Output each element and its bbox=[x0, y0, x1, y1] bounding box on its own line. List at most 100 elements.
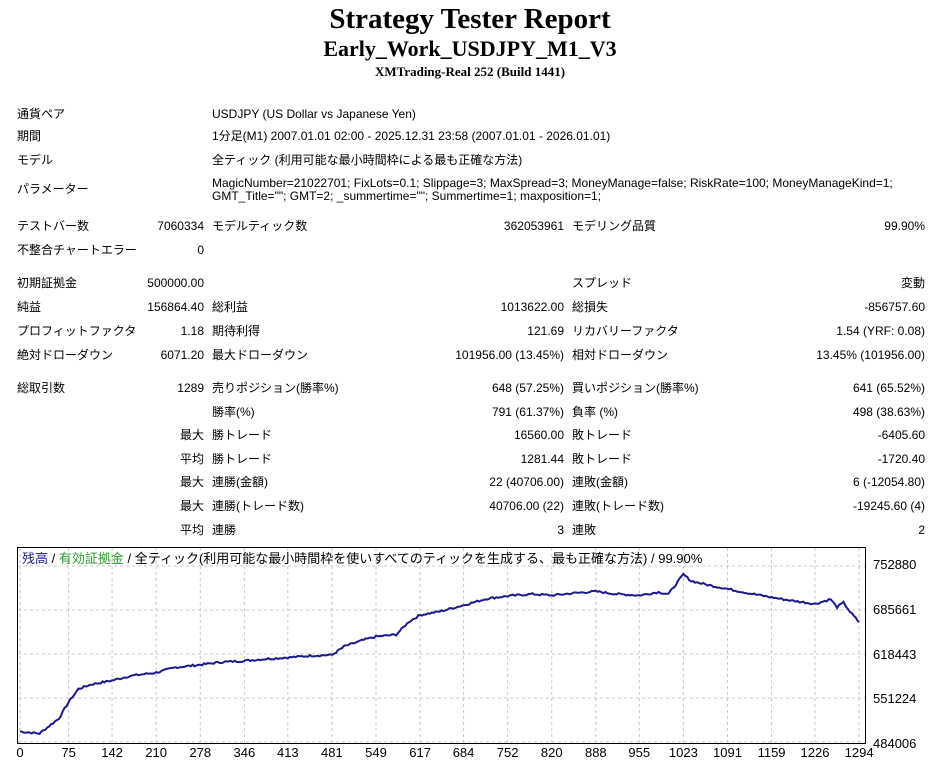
avg-win-label: 勝トレード bbox=[212, 452, 273, 466]
balance-chart bbox=[17, 547, 866, 744]
params-value: MagicNumber=21022701; FixLots=0.1; Slipp… bbox=[212, 176, 893, 203]
chart-legend: 残高 / 有効証拠金 / 全ティック(利用可能な最小時間枠を使いすべてのティック… bbox=[22, 550, 702, 568]
x-tick-label: 75 bbox=[61, 745, 76, 760]
abs-dd-label: 絶対ドローダウン bbox=[17, 348, 114, 362]
long-label: 買いポジション(勝率%) bbox=[572, 381, 699, 395]
largest-win-value: 16560.00 bbox=[513, 428, 564, 442]
x-tick-label: 346 bbox=[233, 745, 256, 760]
consec-loss-amt-value: 6 (-12054.80) bbox=[852, 475, 925, 489]
max-prefix: 最大 bbox=[179, 428, 204, 442]
y-tick-label: 484006 bbox=[873, 736, 917, 751]
net-label: 純益 bbox=[17, 300, 42, 314]
consec-loss-trd-label: 連敗(トレード数) bbox=[572, 499, 664, 513]
legend-model-text: 全ティック(利用可能な最小時間枠を使いすべてのティックを生成する、最も正確な方法… bbox=[134, 551, 703, 566]
consec-loss-amt-label: 連敗(金額) bbox=[572, 475, 628, 489]
largest-loss-value: -6405.60 bbox=[877, 428, 925, 442]
model-label: モデル bbox=[17, 153, 54, 167]
winrate-label: 勝率(%) bbox=[212, 405, 255, 419]
balance-line bbox=[19, 572, 860, 736]
y-tick-label: 618443 bbox=[873, 647, 917, 662]
x-tick-label: 1226 bbox=[800, 745, 830, 760]
x-tick-label: 820 bbox=[540, 745, 563, 760]
abs-dd-value: 6071.20 bbox=[160, 348, 204, 362]
x-tick-label: 617 bbox=[409, 745, 431, 760]
x-tick-label: 413 bbox=[276, 745, 299, 760]
max-prefix-2: 最大 bbox=[179, 475, 204, 489]
report-title: Strategy Tester Report bbox=[329, 3, 611, 35]
max-dd-label: 最大ドローダウン bbox=[212, 348, 309, 362]
x-tick-label: 1091 bbox=[713, 745, 742, 760]
payoff-label: 期待利得 bbox=[212, 324, 261, 338]
x-tick-label: 1159 bbox=[757, 745, 786, 760]
deposit-label: 初期証拠金 bbox=[17, 276, 78, 290]
legend-sep-2: / bbox=[123, 551, 135, 566]
model-value: 全ティック (利用可能な最小時間枠による最も正確な方法) bbox=[212, 153, 523, 167]
bars-value: 7060334 bbox=[157, 219, 204, 233]
avg-consec-wins-label: 連勝 bbox=[212, 523, 237, 537]
params-label: パラメーター bbox=[17, 182, 89, 196]
x-tick-label: 1023 bbox=[668, 745, 698, 760]
y-tick-label: 685661 bbox=[873, 602, 917, 617]
pf-label: プロフィットファクタ bbox=[17, 324, 137, 338]
max-prefix-3: 最大 bbox=[179, 499, 204, 513]
ticks-label: モデルティック数 bbox=[212, 219, 308, 233]
x-tick-label: 888 bbox=[584, 745, 607, 760]
avg-consec-loss-label: 連敗 bbox=[572, 523, 597, 537]
x-tick-label: 1294 bbox=[844, 745, 874, 760]
quality-value: 99.90% bbox=[884, 219, 925, 233]
avg-loss-label: 敗トレード bbox=[572, 452, 633, 466]
largest-win-label: 勝トレード bbox=[212, 428, 273, 442]
x-tick-label: 0 bbox=[16, 745, 24, 760]
long-value: 641 (65.52%) bbox=[852, 381, 925, 395]
errors-value: 0 bbox=[197, 243, 204, 257]
avg-consec-loss-value: 2 bbox=[918, 523, 925, 537]
balance-chart-svg bbox=[18, 548, 865, 743]
server-info: XMTrading-Real 252 (Build 1441) bbox=[374, 64, 566, 79]
total-trades-value: 1289 bbox=[177, 381, 204, 395]
total-trades-label: 総取引数 bbox=[17, 381, 66, 395]
legend-balance: 残高 bbox=[22, 551, 49, 566]
consec-wins-trd-value: 40706.00 (22) bbox=[489, 499, 564, 513]
avg-consec-wins-value: 3 bbox=[557, 523, 564, 537]
winrate-value: 791 (61.37%) bbox=[491, 405, 564, 419]
y-tick-label: 752880 bbox=[873, 557, 917, 572]
rf-label: リカバリーファクタ bbox=[572, 324, 679, 338]
x-tick-label: 955 bbox=[628, 745, 651, 760]
consec-wins-amt-value: 22 (40706.00) bbox=[489, 475, 564, 489]
period-label: 期間 bbox=[17, 129, 42, 143]
x-tick-label: 481 bbox=[321, 745, 343, 760]
rel-dd-label: 相対ドローダウン bbox=[572, 348, 669, 362]
rel-dd-value: 13.45% (101956.00) bbox=[816, 348, 925, 362]
gross-loss-label: 総損失 bbox=[572, 300, 609, 314]
y-tick-label: 551224 bbox=[873, 691, 917, 706]
consec-wins-trd-label: 連勝(トレード数) bbox=[212, 499, 304, 513]
short-label: 売りポジション(勝率%) bbox=[212, 381, 339, 395]
lossrate-value: 498 (38.63%) bbox=[852, 405, 925, 419]
gross-loss-value: -856757.60 bbox=[864, 300, 925, 314]
pair-label: 通貨ペア bbox=[17, 107, 66, 121]
errors-label: 不整合チャートエラー bbox=[17, 243, 137, 257]
short-value: 648 (57.25%) bbox=[491, 381, 564, 395]
bars-label: テストバー数 bbox=[17, 219, 90, 233]
gross-profit-value: 1013622.00 bbox=[500, 300, 564, 314]
largest-loss-label: 敗トレード bbox=[572, 428, 633, 442]
legend-equity: 有効証拠金 bbox=[58, 551, 124, 566]
avg-loss-value: -1720.40 bbox=[877, 452, 925, 466]
pf-value: 1.18 bbox=[180, 324, 204, 338]
x-tick-label: 278 bbox=[189, 745, 212, 760]
spread-label: スプレッド bbox=[572, 276, 633, 290]
legend-sep-1: / bbox=[48, 551, 59, 566]
x-tick-label: 549 bbox=[365, 745, 387, 760]
spread-value: 変動 bbox=[900, 276, 925, 290]
consec-wins-amt-label: 連勝(金額) bbox=[212, 475, 268, 489]
ticks-value: 362053961 bbox=[503, 219, 564, 233]
strategy-name: Early_Work_USDJPY_M1_V3 bbox=[323, 36, 617, 61]
period-value: 1分足(M1) 2007.01.01 02:00 - 2025.12.31 23… bbox=[212, 129, 611, 143]
x-tick-label: 752 bbox=[496, 745, 519, 760]
pair-value: USDJPY (US Dollar vs Japanese Yen) bbox=[212, 107, 416, 121]
deposit-value: 500000.00 bbox=[147, 276, 204, 290]
max-dd-value: 101956.00 (13.45%) bbox=[455, 348, 564, 362]
lossrate-label: 負率 (%) bbox=[572, 405, 618, 419]
x-tick-label: 684 bbox=[452, 745, 475, 760]
quality-label: モデリング品質 bbox=[572, 219, 657, 233]
